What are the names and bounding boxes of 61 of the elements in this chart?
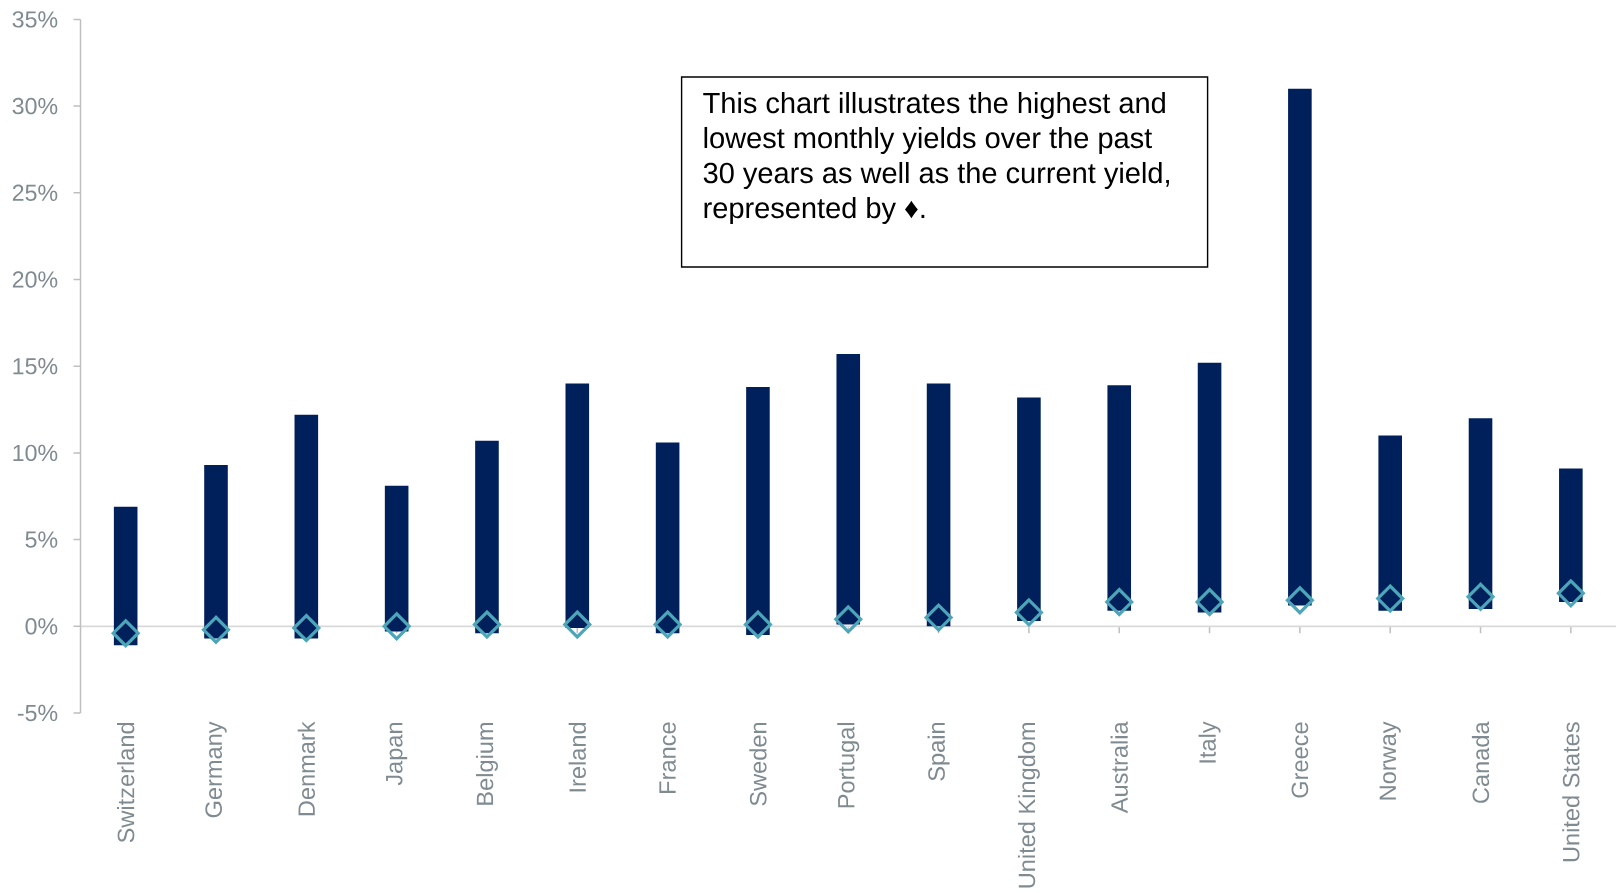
x-tick-label: Sweden [749, 722, 767, 806]
point [111, 619, 140, 648]
annotation: This chart illustrates the highest and lowest monthly yields over the past 30 years as well as the current yield, represented by ♦. [703, 91, 1169, 224]
bar [204, 465, 228, 639]
point [292, 613, 321, 643]
bar [384, 485, 409, 632]
point [924, 603, 953, 632]
point [1285, 586, 1314, 615]
bar [1559, 468, 1583, 603]
bar [1197, 362, 1222, 613]
x-tick-label: Italy [1198, 721, 1221, 763]
y-tick-label: 25% [12, 184, 58, 201]
point [1376, 584, 1405, 613]
point [1556, 579, 1585, 608]
bar [1017, 397, 1041, 622]
bar [294, 414, 319, 639]
bar [565, 383, 590, 629]
x-tick-label: United Kingdom [1017, 723, 1040, 888]
x-tick-label: Belgium [475, 722, 498, 805]
bar [1107, 385, 1132, 611]
y-tick-label: 10% [13, 444, 58, 462]
bar [746, 387, 770, 635]
point [472, 610, 502, 639]
y-tick-label: 30% [12, 97, 58, 115]
bar [926, 383, 951, 627]
y-tick-label: 0% [25, 618, 58, 635]
y-tick-label: 20% [12, 271, 58, 288]
x-tick-label: Portugal [837, 722, 860, 808]
x-tick-label: Spain [927, 722, 950, 781]
x-tick-label: Switzerland [117, 722, 135, 843]
x-tick-label: Germany [205, 721, 227, 818]
x-tick-label: France [659, 722, 676, 793]
point [1195, 587, 1224, 617]
x-tick-label: Denmark [297, 721, 315, 816]
bar [1288, 88, 1312, 606]
bar [1468, 418, 1493, 609]
y-tick-label: 15% [13, 358, 58, 375]
point [563, 610, 592, 639]
x-tick-label: United States [1562, 722, 1580, 862]
x-tick-label: Australia [1110, 721, 1128, 814]
point [201, 615, 231, 644]
x-tick-label: Canada [1471, 721, 1490, 803]
point [382, 612, 411, 641]
point [1105, 587, 1134, 617]
bar [113, 506, 138, 646]
x-tick-label: Japan [386, 722, 408, 786]
x-tick-label: Norway [1379, 721, 1401, 800]
y-tick-label: 35% [12, 11, 58, 28]
y-tick-label: -5% [17, 704, 58, 722]
bar [655, 442, 680, 634]
point [743, 610, 772, 639]
x-tick-label: Ireland [568, 722, 586, 792]
bar [1378, 435, 1402, 611]
point [1014, 598, 1043, 627]
y-tick-label: 5% [25, 531, 58, 548]
point [834, 605, 863, 634]
bar [836, 354, 861, 625]
x-tick-label: Greece [1291, 722, 1309, 798]
bar [475, 440, 499, 634]
point [1466, 582, 1495, 611]
point [653, 610, 682, 639]
